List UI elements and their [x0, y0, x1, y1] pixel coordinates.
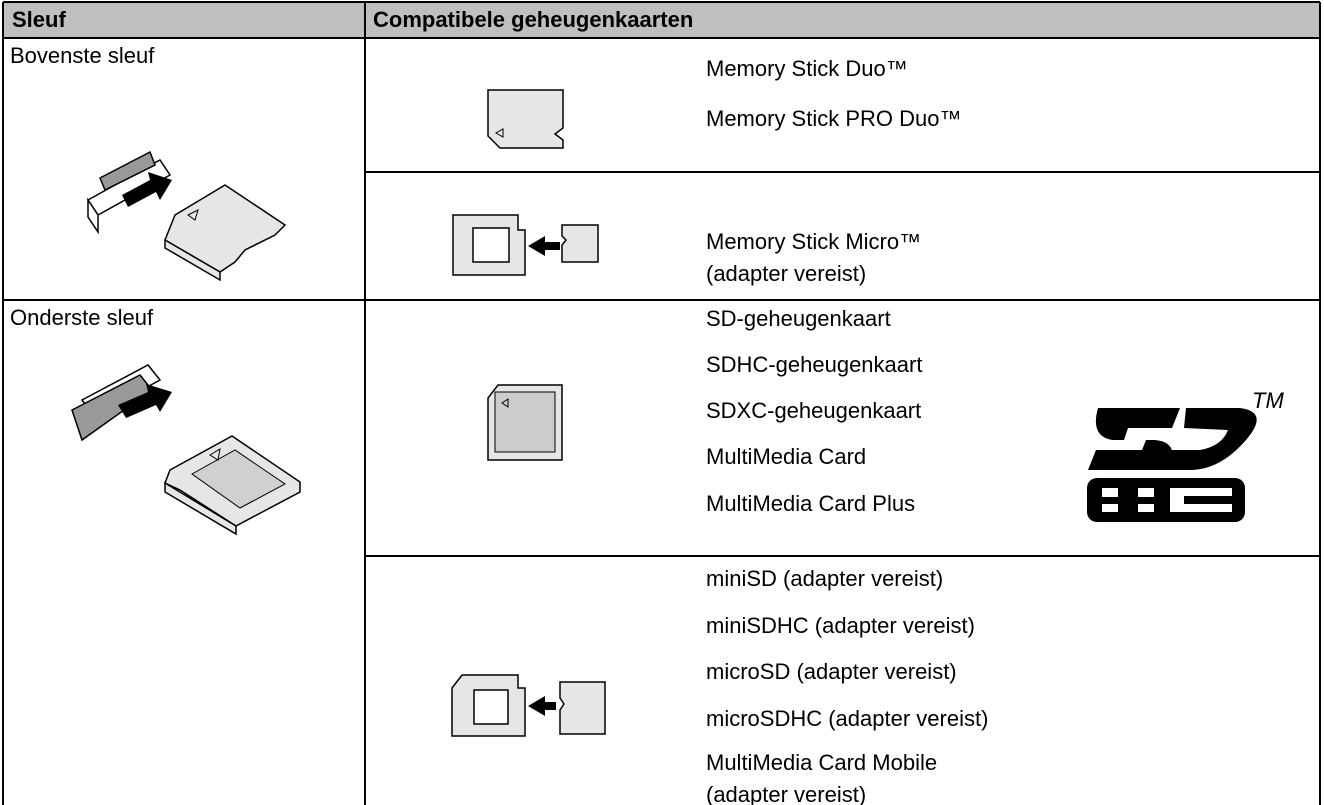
- memory-stick-micro-icon: [452, 214, 599, 276]
- card-name: Memory Stick Micro™: [706, 229, 921, 254]
- card-name: (adapter vereist): [706, 782, 866, 805]
- card-name: SD-geheugenkaart: [706, 306, 891, 331]
- card-name: microSDHC (adapter vereist): [706, 706, 988, 731]
- lower-slot-illustration: [71, 364, 301, 536]
- header-cell: Sleuf: [12, 7, 66, 32]
- slot-name: Bovenste sleuf: [10, 43, 155, 68]
- trademark: TM: [1252, 388, 1284, 413]
- card-name: (adapter vereist): [706, 261, 866, 286]
- card-name: miniSDHC (adapter vereist): [706, 613, 975, 638]
- card-name: MultiMedia Card Plus: [706, 491, 915, 516]
- card-list: Memory Stick Duo™ Memory Stick PRO Duo™ Me…: [706, 56, 988, 805]
- mini-micro-sd-icon: [451, 674, 606, 737]
- card-name: microSD (adapter vereist): [706, 659, 957, 684]
- sd-card-icon: [487, 384, 563, 461]
- card-name: Memory Stick PRO Duo™: [706, 106, 962, 131]
- slot-name: Onderste sleuf: [10, 305, 154, 330]
- card-name: MultiMedia Card Mobile: [706, 750, 937, 775]
- card-name: MultiMedia Card: [706, 444, 866, 469]
- upper-slot-illustration: [86, 150, 287, 282]
- card-name: SDXC-geheugenkaart: [706, 398, 921, 423]
- header-band: [3, 2, 1320, 38]
- sdhc-logo: TM: [1087, 388, 1284, 522]
- card-name: miniSD (adapter vereist): [706, 566, 943, 591]
- card-name: SDHC-geheugenkaart: [706, 352, 922, 377]
- card-name: Memory Stick Duo™: [706, 56, 908, 81]
- header-cell: Compatibele geheugenkaarten: [373, 7, 693, 32]
- memory-stick-duo-icon: [487, 89, 564, 149]
